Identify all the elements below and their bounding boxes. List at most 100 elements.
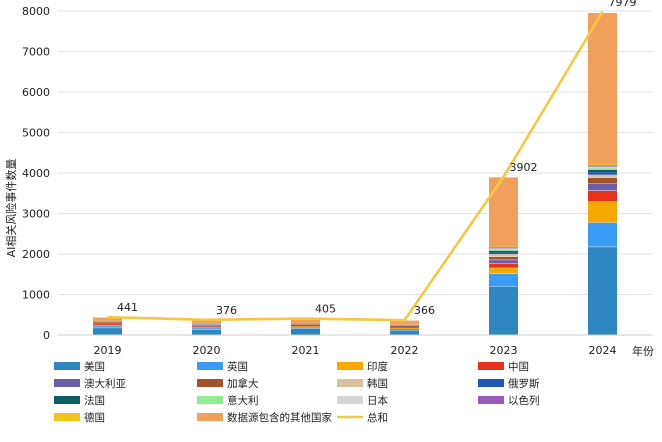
bar-segment <box>588 183 617 190</box>
x-axis-ticks: 2019 2020 2021 2022 2023 2024 <box>94 344 617 357</box>
bar-segment <box>390 327 419 328</box>
bar-segment <box>489 286 518 335</box>
legend-swatch <box>197 413 223 421</box>
bar-segment <box>192 326 221 327</box>
legend-swatch <box>197 396 223 404</box>
y-tick-label: 3000 <box>22 208 50 221</box>
y-tick-label: 4000 <box>22 167 50 180</box>
legend-label: 法国 <box>84 394 105 407</box>
bar-segment <box>390 330 419 335</box>
legend-label: 韩国 <box>367 377 388 390</box>
bar-segment <box>390 329 419 330</box>
legend-label: 俄罗斯 <box>508 377 540 390</box>
y-tick-label: 2000 <box>22 248 50 261</box>
bar-segment <box>93 323 122 324</box>
bar-segment <box>291 326 320 327</box>
total-value-label: 7979 <box>609 0 637 9</box>
bar-segment <box>489 177 518 247</box>
bar-segment <box>489 248 518 249</box>
bar-segment <box>489 260 518 264</box>
bar-segment <box>588 175 617 178</box>
legend-label: 数据源包含的其他国家 <box>227 411 332 424</box>
bar-segment <box>588 13 617 164</box>
bar-segment <box>192 327 221 328</box>
legend-swatch <box>54 362 80 370</box>
legend-label: 美国 <box>84 360 105 373</box>
x-tick-label: 2019 <box>94 344 122 357</box>
legend-swatch <box>478 362 504 370</box>
bar-segment <box>588 177 617 183</box>
bar-segment <box>192 329 221 335</box>
bar-segment <box>93 326 122 328</box>
bar-segment <box>489 268 518 274</box>
legend-label: 德国 <box>84 411 105 424</box>
legend-swatch <box>337 362 363 370</box>
y-tick-label: 0 <box>43 329 50 342</box>
x-axis-label: 年份 <box>632 344 654 358</box>
legend-swatch <box>54 413 80 421</box>
legend-swatch <box>197 379 223 387</box>
x-tick-label: 2022 <box>391 344 419 357</box>
bar-segment <box>489 252 518 254</box>
bar-segment <box>489 248 518 249</box>
legend-label: 以色列 <box>508 394 540 407</box>
x-tick-label: 2023 <box>490 344 518 357</box>
x-tick-label: 2024 <box>589 344 617 357</box>
legend-swatch <box>337 379 363 387</box>
bar-segment <box>588 247 617 335</box>
bar-segment <box>291 325 320 326</box>
bar-segment <box>489 247 518 248</box>
legend-swatch <box>54 379 80 387</box>
y-axis-label: AI相关风险事件数量 <box>4 159 18 258</box>
bar-segment <box>588 172 617 174</box>
bar-segment <box>588 167 617 169</box>
legend-swatch <box>478 379 504 387</box>
bar-segment <box>588 222 617 246</box>
bar-segment <box>588 201 617 222</box>
y-tick-label: 1000 <box>22 289 50 302</box>
bar-segment <box>489 256 518 259</box>
legend-label: 日本 <box>367 394 388 407</box>
y-tick-label: 8000 <box>22 5 50 18</box>
bar-segment <box>93 322 122 323</box>
bar-segment <box>489 254 518 256</box>
legend-label: 英国 <box>227 360 248 373</box>
bar-segment <box>489 251 518 253</box>
bar-segment <box>489 273 518 286</box>
bar-segment <box>489 250 518 251</box>
bars <box>93 13 617 335</box>
bar-segment <box>291 327 320 328</box>
legend-label: 印度 <box>367 360 388 373</box>
total-value-label: 3902 <box>510 161 538 174</box>
bar-segment <box>390 328 419 329</box>
bar-segment <box>192 326 221 327</box>
y-tick-label: 6000 <box>22 86 50 99</box>
bar-segment <box>93 324 122 325</box>
total-value-label: 366 <box>414 304 435 317</box>
legend-label: 总和 <box>367 411 388 424</box>
legend-label: 中国 <box>508 360 529 373</box>
y-tick-label: 7000 <box>22 46 50 59</box>
total-value-label: 441 <box>117 301 138 314</box>
x-tick-label: 2021 <box>292 344 320 357</box>
legend-label: 加拿大 <box>227 377 259 390</box>
legend-label: 意大利 <box>227 394 259 407</box>
bar-segment <box>588 164 617 165</box>
bar-segment <box>93 328 122 335</box>
legend: 美国英国印度中国澳大利亚加拿大韩国俄罗斯法国意大利日本以色列德国数据源包含的其他… <box>54 360 540 424</box>
bar-segment <box>390 326 419 327</box>
legend-swatch <box>478 396 504 404</box>
total-value-label: 376 <box>216 304 237 317</box>
bar-segment <box>93 325 122 326</box>
legend-swatch <box>197 362 223 370</box>
bar-segment <box>588 168 617 170</box>
bar-segment <box>588 190 617 201</box>
bar-segment <box>291 329 320 335</box>
bar-segment <box>192 328 221 329</box>
x-tick-label: 2020 <box>193 344 221 357</box>
legend-swatch <box>337 396 363 404</box>
